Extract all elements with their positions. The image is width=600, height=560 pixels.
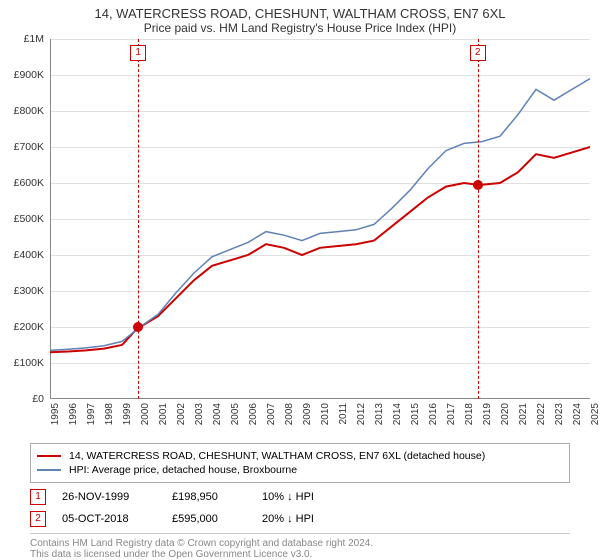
x-tick-label: 2003 [194, 403, 205, 425]
x-tick-label: 2011 [338, 403, 349, 425]
chart-subtitle: Price paid vs. HM Land Registry's House … [0, 21, 600, 35]
y-tick-label: £200K [14, 321, 44, 333]
event-price: £198,950 [172, 491, 262, 503]
x-tick-label: 2024 [572, 403, 583, 425]
x-tick-label: 2016 [428, 403, 439, 425]
legend-swatch [37, 455, 61, 457]
event-row: 2 05-OCT-2018 £595,000 20% ↓ HPI [30, 511, 570, 527]
y-tick-label: £800K [14, 105, 44, 117]
x-tick-label: 1995 [50, 403, 61, 425]
legend-item: HPI: Average price, detached house, Brox… [37, 464, 563, 476]
y-tick-label: £1M [24, 33, 44, 45]
x-tick-label: 2014 [392, 403, 403, 425]
x-tick-label: 2019 [482, 403, 493, 425]
x-tick-label: 1998 [104, 403, 115, 425]
x-tick-label: 2018 [464, 403, 475, 425]
x-tick-label: 2021 [518, 403, 529, 425]
event-diff: 10% ↓ HPI [262, 491, 314, 503]
x-tick-label: 2022 [536, 403, 547, 425]
footer-line: Contains HM Land Registry data © Crown c… [30, 538, 570, 549]
event-price: £595,000 [172, 513, 262, 525]
y-tick-label: £0 [32, 393, 44, 405]
event-vline [138, 39, 139, 399]
legend-label: HPI: Average price, detached house, Brox… [69, 464, 297, 476]
x-tick-label: 2023 [554, 403, 565, 425]
event-date: 26-NOV-1999 [62, 491, 172, 503]
y-tick-label: £400K [14, 249, 44, 261]
x-tick-label: 1997 [86, 403, 97, 425]
x-tick-label: 1996 [68, 403, 79, 425]
x-tick-label: 2010 [320, 403, 331, 425]
legend-swatch [37, 469, 61, 471]
y-tick-label: £600K [14, 177, 44, 189]
event-marker-icon: 1 [30, 489, 46, 505]
events-table: 1 26-NOV-1999 £198,950 10% ↓ HPI 2 05-OC… [30, 489, 570, 527]
x-tick-label: 2025 [590, 403, 600, 425]
x-tick-label: 2008 [284, 403, 295, 425]
x-tick-label: 2001 [158, 403, 169, 425]
x-tick-label: 2015 [410, 403, 421, 425]
event-row: 1 26-NOV-1999 £198,950 10% ↓ HPI [30, 489, 570, 505]
x-tick-label: 2005 [230, 403, 241, 425]
y-tick-label: £900K [14, 69, 44, 81]
x-tick-label: 2013 [374, 403, 385, 425]
x-tick-label: 2007 [266, 403, 277, 425]
y-tick-label: £100K [14, 357, 44, 369]
event-marker-box: 2 [470, 45, 486, 61]
series-property [50, 147, 590, 352]
y-tick-label: £300K [14, 285, 44, 297]
y-tick-label: £500K [14, 213, 44, 225]
event-marker-box: 1 [130, 45, 146, 61]
y-tick-label: £700K [14, 141, 44, 153]
chart-lines [50, 39, 590, 399]
event-dot [133, 322, 143, 332]
x-tick-label: 2009 [302, 403, 313, 425]
x-tick-label: 1999 [122, 403, 133, 425]
x-tick-label: 2012 [356, 403, 367, 425]
footer-line: This data is licensed under the Open Gov… [30, 549, 570, 560]
footer-attribution: Contains HM Land Registry data © Crown c… [30, 533, 570, 560]
event-marker-icon: 2 [30, 511, 46, 527]
x-tick-label: 2000 [140, 403, 151, 425]
legend-box: 14, WATERCRESS ROAD, CHESHUNT, WALTHAM C… [30, 443, 570, 483]
chart-title: 14, WATERCRESS ROAD, CHESHUNT, WALTHAM C… [0, 0, 600, 21]
x-tick-label: 2004 [212, 403, 223, 425]
event-vline [478, 39, 479, 399]
x-tick-label: 2002 [176, 403, 187, 425]
event-date: 05-OCT-2018 [62, 513, 172, 525]
event-dot [473, 180, 483, 190]
legend-item: 14, WATERCRESS ROAD, CHESHUNT, WALTHAM C… [37, 450, 563, 462]
legend-label: 14, WATERCRESS ROAD, CHESHUNT, WALTHAM C… [69, 450, 485, 462]
x-tick-label: 2020 [500, 403, 511, 425]
y-axis: £0£100K£200K£300K£400K£500K£600K£700K£80… [0, 39, 50, 399]
chart-plot-area: £0£100K£200K£300K£400K£500K£600K£700K£80… [50, 39, 590, 399]
x-tick-label: 2017 [446, 403, 457, 425]
series-hpi [50, 79, 590, 351]
x-axis: 1995 1996 1997 1998 1999 2000 2001 2002 2003 2004… [50, 399, 590, 439]
event-diff: 20% ↓ HPI [262, 513, 314, 525]
x-tick-label: 2006 [248, 403, 259, 425]
